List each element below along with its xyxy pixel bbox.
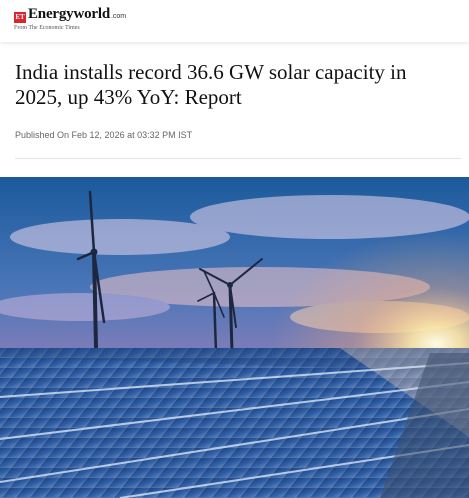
- publish-date: Published On Feb 12, 2026 at 03:32 PM IS…: [15, 130, 193, 140]
- article-headline: India installs record 36.6 GW solar capa…: [15, 60, 407, 109]
- panel-frames: [0, 362, 469, 498]
- et-logo-badge: ET: [14, 12, 26, 23]
- site-name: Energyworld: [28, 6, 110, 22]
- site-domain-suffix: .com: [110, 13, 127, 20]
- hero-image: [0, 177, 469, 498]
- solar-panels: [0, 348, 469, 498]
- wind-turbine-small: [197, 270, 225, 354]
- divider: [15, 158, 462, 159]
- site-logo[interactable]: ET Energyworld .com: [14, 6, 126, 23]
- site-header: ET Energyworld .com From The Economic Ti…: [0, 0, 469, 42]
- solar-wind-illustration: [0, 177, 469, 498]
- wind-turbine-left: [76, 190, 106, 349]
- site-tagline: From The Economic Times: [14, 25, 80, 31]
